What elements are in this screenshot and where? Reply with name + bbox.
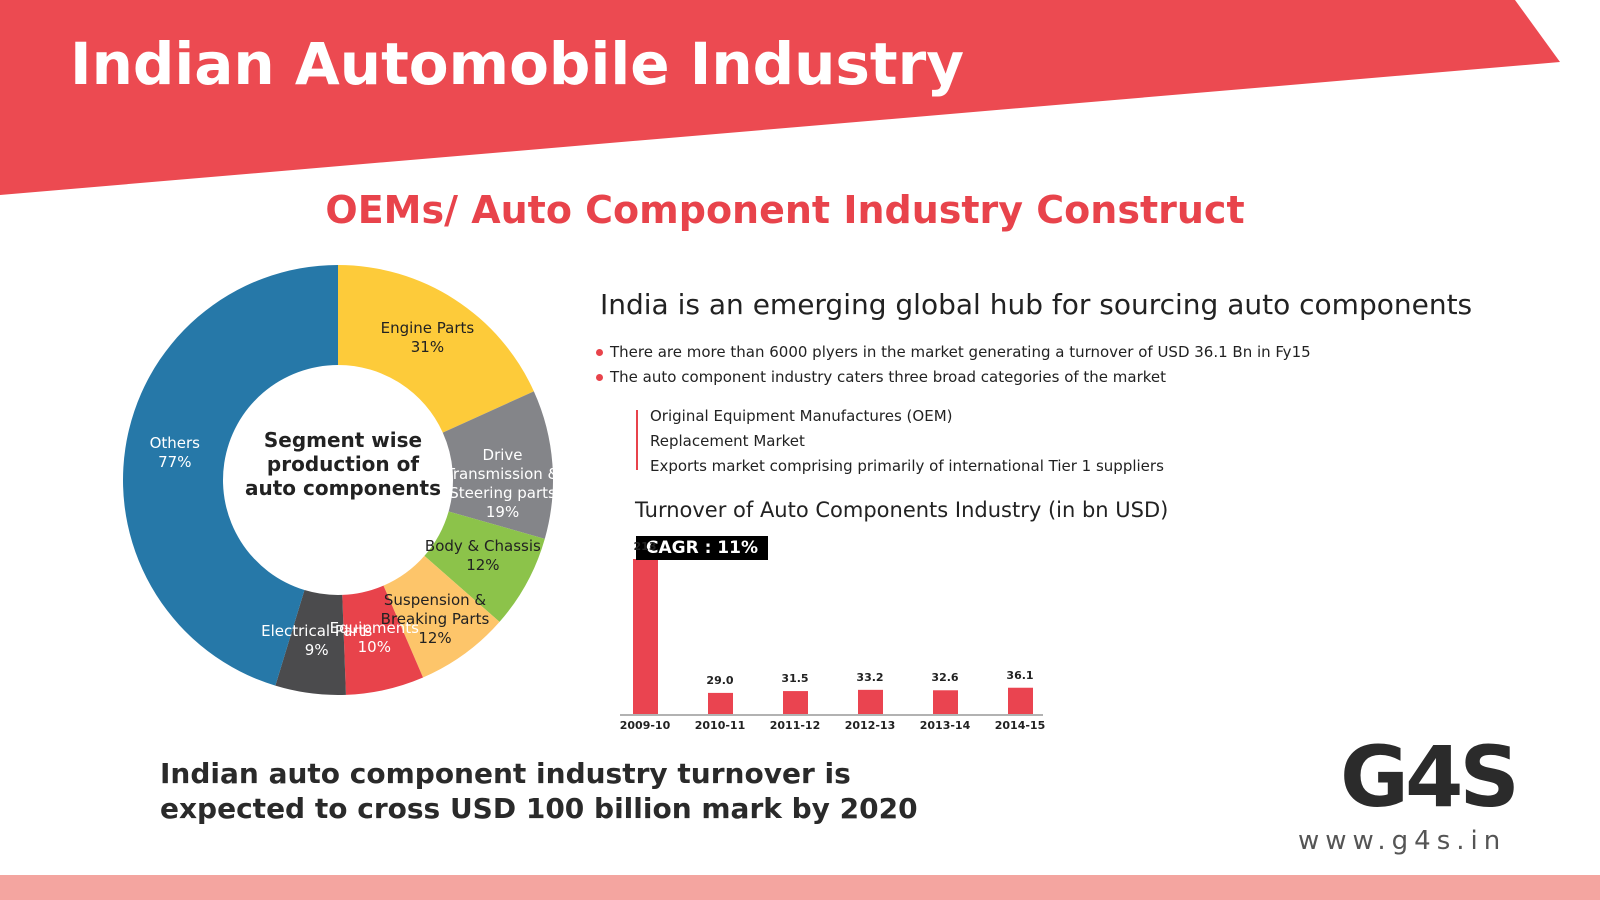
bar xyxy=(633,559,658,714)
donut-slice xyxy=(342,585,424,695)
slice-value: 12% xyxy=(466,555,500,574)
slice-label: Body & Chassis 12% xyxy=(418,537,548,575)
x-tick-label: 2011-12 xyxy=(769,719,821,732)
banner xyxy=(0,0,1560,195)
slice-value: 12% xyxy=(418,629,452,648)
donut-slice xyxy=(122,265,338,686)
slice-value: 31% xyxy=(410,338,445,357)
bar xyxy=(858,689,883,714)
bar-value-label: 33.2 xyxy=(856,670,884,684)
sub-bullet: Original Equipment Manufactures (OEM) xyxy=(650,407,953,425)
donut-title: Segment wise production of auto componen… xyxy=(245,428,441,500)
bottom-strip xyxy=(0,875,1600,900)
slice-name: Equipments xyxy=(329,618,419,637)
bar-value-label: 31.5 xyxy=(781,672,809,686)
bar-value-label: 213 xyxy=(633,540,657,553)
slice-name: Body & Chassis xyxy=(424,536,541,555)
footer-line: expected to cross USD 100 billion mark b… xyxy=(160,792,918,825)
bullet: The auto component industry caters three… xyxy=(595,368,1167,386)
page-title: Indian Automobile Industry xyxy=(70,30,965,98)
annotation: CAGR : 11% xyxy=(636,536,769,560)
donut-slice xyxy=(338,265,534,433)
slice-label: Electrical Parts 9% xyxy=(252,622,382,660)
donut-slice xyxy=(275,590,346,695)
bar-chart xyxy=(633,559,1033,714)
slice-value: 9% xyxy=(304,640,329,659)
x-tick-label: 2012-13 xyxy=(844,719,896,732)
x-tick-label: 2014-15 xyxy=(994,719,1046,732)
sub-bullet: Exports market comprising primarily of i… xyxy=(650,457,1164,475)
bar-value-label: 36.1 xyxy=(1006,668,1034,682)
donut-chart xyxy=(122,265,553,695)
bar xyxy=(933,690,958,714)
slice-label: Suspension & Breaking Parts 12% xyxy=(370,591,500,648)
bar xyxy=(1008,687,1033,714)
slice-name: Others xyxy=(149,433,200,452)
bar xyxy=(783,691,808,714)
bar xyxy=(708,692,733,714)
x-tick-label: 2010-11 xyxy=(694,719,746,732)
bar-value-label: 32.6 xyxy=(931,671,959,685)
logo-url: www.g4s.in xyxy=(1298,826,1507,856)
x-tick-label: 2013-14 xyxy=(919,719,971,732)
logo: G4S xyxy=(1340,728,1520,826)
slice-value: 19% xyxy=(485,502,520,521)
sub-bullet: Replacement Market xyxy=(650,432,805,450)
donut-slice xyxy=(424,511,545,622)
x-tick-label: 2009-10 xyxy=(619,719,671,732)
slice-name: Suspension & Breaking Parts xyxy=(380,591,490,629)
slice-label: Engine Parts 31% xyxy=(362,319,492,357)
slice-name: Drive Transmission & Steering parts xyxy=(445,445,560,502)
slice-value: 77% xyxy=(158,452,192,471)
slice-label: Drive Transmission & Steering parts 19% xyxy=(438,446,568,522)
donut-slice xyxy=(442,391,553,539)
slice-label: Equipments 10% xyxy=(309,619,439,657)
slice-name: Electrical Parts xyxy=(261,621,373,640)
slice-label: Others 77% xyxy=(110,434,240,472)
bullet: There are more than 6000 plyers in the m… xyxy=(596,343,1311,361)
subtitle: OEMs/ Auto Component Industry Construct xyxy=(325,188,1245,232)
bar-title: Turnover of Auto Components Industry (in… xyxy=(635,498,1169,522)
heading: India is an emerging global hub for sour… xyxy=(600,288,1473,321)
bar-value-label: 29.0 xyxy=(706,673,734,687)
footer-line: Indian auto component industry turnover … xyxy=(160,757,851,790)
slice-name: Engine Parts xyxy=(380,319,475,338)
donut-slice xyxy=(383,555,500,678)
slice-value: 10% xyxy=(357,637,391,656)
